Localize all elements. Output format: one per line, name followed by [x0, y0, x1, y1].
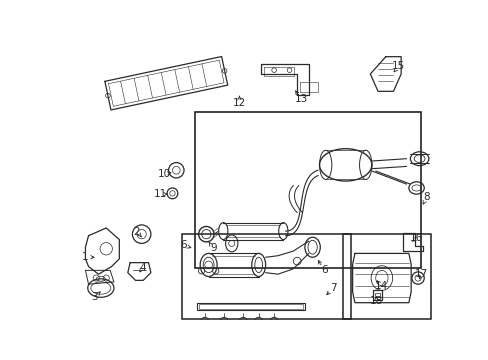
Text: 13: 13 [294, 94, 307, 104]
Text: 10: 10 [157, 169, 170, 179]
Text: 7: 7 [329, 283, 336, 293]
Bar [194, 112, 420, 268]
Text: 11: 11 [154, 189, 167, 199]
Bar [343, 234, 430, 319]
Text: 15: 15 [391, 61, 405, 71]
Text: 18: 18 [369, 296, 383, 306]
Text: 6: 6 [180, 240, 186, 250]
Text: 6: 6 [320, 265, 327, 275]
Text: 16: 16 [409, 233, 422, 243]
Text: 1: 1 [82, 252, 89, 262]
Text: 4: 4 [139, 263, 145, 273]
Bar [197, 303, 305, 310]
Bar [199, 304, 302, 309]
Text: 9: 9 [209, 243, 216, 253]
Text: 14: 14 [374, 281, 388, 291]
Bar [182, 234, 350, 319]
Text: 17: 17 [414, 269, 427, 279]
Text: 3: 3 [91, 292, 98, 302]
Text: 2: 2 [133, 227, 140, 237]
Bar [372, 291, 381, 300]
Text: 8: 8 [423, 192, 429, 202]
Text: 12: 12 [232, 98, 245, 108]
Bar [374, 293, 379, 297]
